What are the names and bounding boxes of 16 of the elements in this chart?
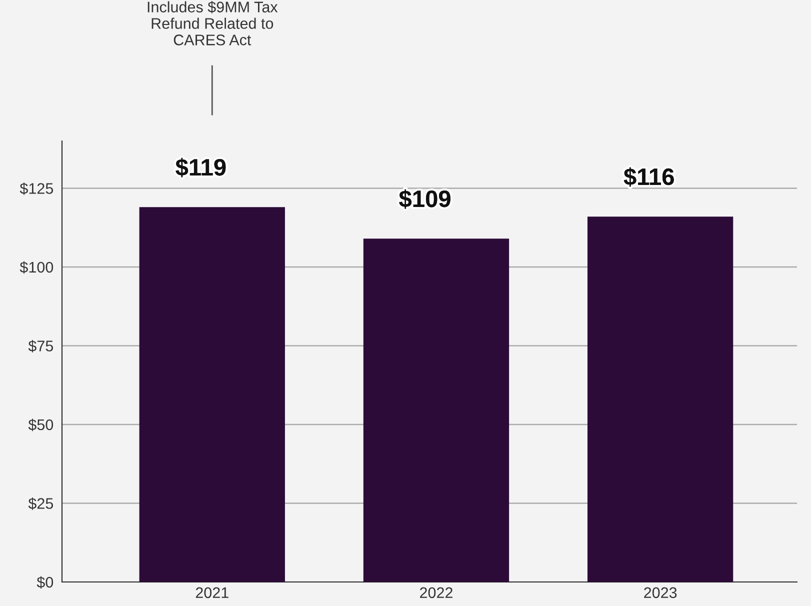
data-label: $119 (176, 158, 226, 178)
bar (363, 238, 510, 582)
data-label: $116 (624, 167, 674, 187)
x-tick-label: 2021 (196, 587, 228, 598)
x-tick-label: 2023 (644, 587, 677, 598)
y-tick-label: $125 (20, 182, 54, 195)
text: Includes $9MM Tax Refund Related to CARES Act (148, 0, 278, 46)
y-tick-label: $100 (20, 261, 54, 274)
x-tick-label: 2022 (420, 587, 452, 598)
bar (587, 216, 734, 582)
y-tick-label: $75 (28, 340, 54, 352)
y-tick-label: $0 (36, 576, 54, 589)
y-tick-label: $25 (28, 497, 54, 510)
data-label: $109 (399, 189, 450, 209)
bar (139, 207, 285, 582)
y-tick-label: $50 (28, 418, 54, 432)
